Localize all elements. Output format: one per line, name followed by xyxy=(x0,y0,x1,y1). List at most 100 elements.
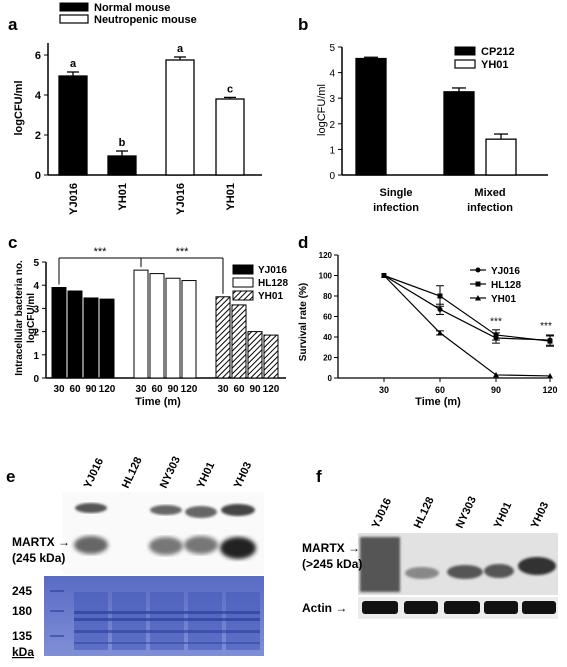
d-ytick-label: 20 xyxy=(323,354,332,363)
d-legend-marker xyxy=(475,267,481,273)
panel-c-legend: YJ016 HL128 YH01 xyxy=(232,264,288,302)
c-ytick-label: 2 xyxy=(33,328,39,339)
d-point xyxy=(437,329,443,336)
band-f-ny303 xyxy=(447,565,483,579)
d-point xyxy=(547,338,553,344)
f-strain-label: YH03 xyxy=(529,500,552,530)
legend-label-yh01: YH01 xyxy=(481,59,509,71)
panel-d-plot: 0 20 40 60 80 100 120 30 60 90 120 *** *** xyxy=(319,251,558,395)
panel-d: d Survival rate (%) Time (m) YJ016HL128Y… xyxy=(298,233,558,408)
d-ytick-label: 120 xyxy=(319,251,333,260)
c-bar xyxy=(83,297,99,379)
panel-a-letter: a xyxy=(8,15,18,34)
band-e-yh01 xyxy=(184,536,218,554)
a-bar xyxy=(107,155,137,176)
band-e-ny303 xyxy=(149,537,183,555)
panel-e-gel-lanes xyxy=(50,590,260,650)
d-point xyxy=(381,272,387,278)
d-point xyxy=(437,306,443,312)
panel-b-letter: b xyxy=(298,15,308,34)
c-xtick-label: 30 xyxy=(135,384,147,395)
actin-band-1 xyxy=(362,601,398,614)
d-xtick-label: 90 xyxy=(491,385,501,395)
c-ytick-label: 0 xyxy=(33,374,39,385)
a-category-label: YJ016 xyxy=(68,183,80,215)
panel-f-strain-labels: YJ016 HL128 NY303 YH01 YH03 xyxy=(370,495,552,531)
actin-band-4 xyxy=(484,601,518,614)
panel-d-xlabel: Time (m) xyxy=(415,396,461,408)
c-xtick-label: 90 xyxy=(249,384,261,395)
panel-e-martx-kda: (245 kDa) xyxy=(12,551,65,565)
a-significance-letter: b xyxy=(119,137,126,149)
actin-band-3 xyxy=(444,601,480,614)
ladder-band-135 xyxy=(50,635,64,637)
band-e-ny303-top xyxy=(150,505,182,515)
panel-f-actin-bands xyxy=(362,601,556,614)
b-bar xyxy=(443,91,475,176)
panel-e-martx-label: MARTX → xyxy=(12,535,70,549)
ladder-band-245 xyxy=(50,590,64,592)
c-bar xyxy=(133,269,149,379)
gel-band-1 xyxy=(74,611,260,614)
e-strain-label: YH01 xyxy=(195,460,218,490)
d-ytick-label: 40 xyxy=(323,333,332,342)
c-legend-label: HL128 xyxy=(258,278,288,289)
a-category-label: YJ016 xyxy=(175,183,187,215)
c-legend-swatch xyxy=(232,277,254,288)
c-xtick-label: 90 xyxy=(85,384,97,395)
panel-e: e YJ016 HL128 NY303 YH01 YH03 MARTX → (245 k… xyxy=(6,455,264,659)
c-ytick-label: 4 xyxy=(33,281,39,292)
ladder-band-180 xyxy=(50,610,64,612)
a-bar xyxy=(58,75,88,176)
c-ytick-label: 5 xyxy=(33,258,39,269)
legend-label-neutropenic: Neutropenic mouse xyxy=(94,14,197,26)
b-ytick-label: 1 xyxy=(329,145,335,156)
c-ytick-label: 3 xyxy=(33,304,39,315)
d-significance: *** xyxy=(490,317,502,328)
b-group-label: Single xyxy=(379,187,412,199)
a-ytick-label: 0 xyxy=(35,170,41,182)
d-xtick-label: 60 xyxy=(435,385,445,395)
d-point xyxy=(437,293,443,299)
band-e-yh01-top xyxy=(185,506,217,518)
d-legend-marker xyxy=(475,295,481,301)
c-xtick-label: 60 xyxy=(151,384,163,395)
e-strain-label: YJ016 xyxy=(82,456,106,490)
b-ytick-label: 3 xyxy=(329,94,335,105)
gel-band-4 xyxy=(74,642,260,644)
c-xtick-label: 90 xyxy=(167,384,179,395)
c-bar xyxy=(165,277,181,379)
f-strain-label: HL128 xyxy=(412,495,437,530)
c-bar xyxy=(231,304,247,379)
c-bar xyxy=(181,280,197,379)
panel-e-letter: e xyxy=(6,467,15,486)
d-ytick-label: 0 xyxy=(328,374,333,383)
c-significance: *** xyxy=(94,246,108,258)
band-f-yh01 xyxy=(484,564,514,578)
c-legend-swatch xyxy=(232,264,254,275)
panel-f-letter: f xyxy=(316,467,322,486)
d-ytick-label: 100 xyxy=(319,272,333,281)
band-e-yj016-top xyxy=(75,503,107,513)
panel-a: a Normal mouse Neutropenic mouse logCFU/… xyxy=(8,2,262,215)
legend-swatch-neutropenic xyxy=(59,14,89,24)
d-legend-label: YJ016 xyxy=(491,266,520,277)
a-ytick-label: 2 xyxy=(35,130,41,142)
gel-band-3 xyxy=(74,630,260,633)
panel-d-letter: d xyxy=(298,233,308,252)
d-legend-label: YH01 xyxy=(491,294,516,305)
b-group-label: infection xyxy=(373,202,419,214)
panel-b-plot: 0 1 2 3 4 5 Single infection Mixed infection xyxy=(329,43,548,214)
d-xtick-label: 30 xyxy=(379,385,389,395)
d-ytick-label: 80 xyxy=(323,292,332,301)
panel-c-ylabel-line2: logCFU/ml xyxy=(26,293,37,343)
gel-band-2 xyxy=(74,618,260,621)
band-f-yj016 xyxy=(360,537,400,592)
actin-band-2 xyxy=(404,601,438,614)
b-bar xyxy=(355,57,387,176)
marker-unit-kda: kDa xyxy=(12,645,34,659)
panel-f-martx-label: MARTX → xyxy=(302,541,360,555)
band-f-hl128 xyxy=(405,567,439,579)
